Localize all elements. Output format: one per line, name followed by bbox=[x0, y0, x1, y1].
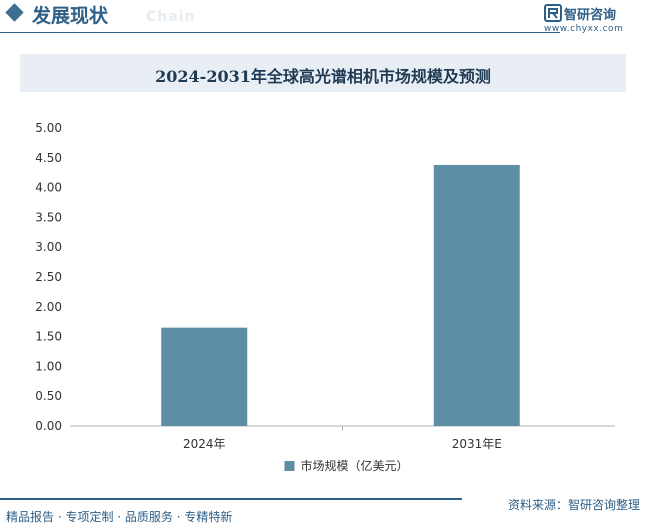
bar-2 bbox=[433, 164, 520, 426]
legend-label: 市场规模（亿美元） bbox=[301, 458, 409, 473]
legend-swatch bbox=[284, 461, 295, 471]
section-title: 发展现状 bbox=[32, 5, 109, 27]
section-watermark: Chain bbox=[146, 9, 196, 25]
header: 发展现状 Chain 智研咨询 www.chyxx.com bbox=[0, 0, 646, 34]
y-tick-label: 0.50 bbox=[35, 389, 62, 403]
y-tick-label: 2.50 bbox=[35, 270, 62, 284]
chart-title-box: 2024-2031年全球高光谱相机市场规模及预测 bbox=[20, 54, 626, 92]
logo-icon bbox=[544, 4, 562, 22]
header-divider bbox=[0, 32, 560, 33]
logo-url: www.chyxx.com bbox=[544, 24, 624, 34]
data-source: 资料来源：智研咨询整理 bbox=[507, 498, 640, 512]
x-tick-label: 2024年 bbox=[183, 437, 226, 451]
y-tick-label: 2.00 bbox=[35, 300, 62, 314]
footer-divider bbox=[0, 498, 462, 500]
x-tick-label: 2031年E bbox=[452, 437, 502, 451]
y-tick-label: 1.00 bbox=[35, 359, 62, 373]
y-tick-label: 3.00 bbox=[35, 240, 62, 254]
y-tick-label: 0.00 bbox=[35, 419, 62, 433]
footer-slogan: 精品报告 · 专项定制 · 品质服务 · 专精特新 bbox=[6, 510, 233, 524]
bar-1 bbox=[161, 327, 248, 426]
diamond-icon bbox=[5, 3, 24, 22]
chart-title: 2024-2031年全球高光谱相机市场规模及预测 bbox=[155, 67, 491, 86]
y-tick-label: 3.50 bbox=[35, 210, 62, 224]
bar-chart: 0.00 0.50 1.00 1.50 2.00 2.50 3.00 3.50 4.00 4.50… bbox=[35, 121, 615, 473]
y-tick-label: 5.00 bbox=[35, 121, 62, 135]
brand-logo: 智研咨询 www.chyxx.com bbox=[544, 4, 636, 34]
logo-name: 智研咨询 bbox=[564, 8, 617, 23]
y-tick-label: 1.50 bbox=[35, 330, 62, 344]
y-tick-label: 4.50 bbox=[35, 151, 62, 165]
y-tick-label: 4.00 bbox=[35, 181, 62, 195]
